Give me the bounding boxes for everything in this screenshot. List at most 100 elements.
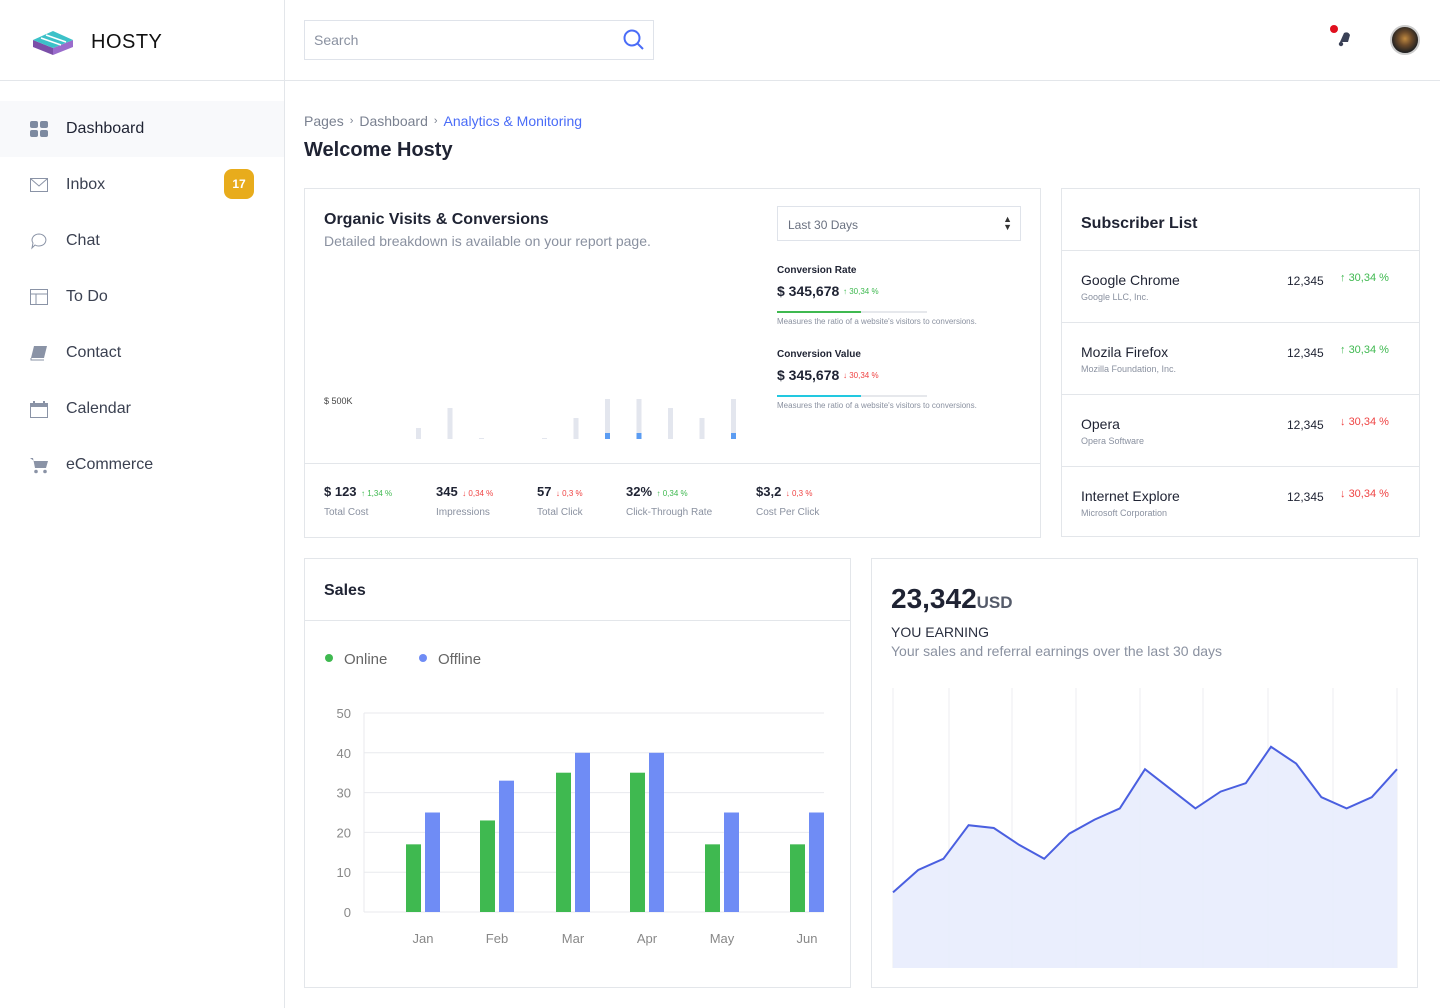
subscriber-row[interactable]: Opera Opera Software 12,345 ↓ 30,34 % (1062, 394, 1419, 466)
metric-description: Measures the ratio of a website's visito… (777, 317, 977, 326)
bar-total (699, 418, 705, 439)
stat-value: 57 (537, 484, 552, 499)
subscriber-company: Opera Software (1081, 436, 1145, 446)
sales-card: Sales Online Offline 0 10 20 30 40 50 Jan Feb Mar A… (304, 558, 851, 988)
sidebar-item-label: Dashboard (66, 120, 145, 137)
earning-card: 23,342USD YOU EARNING Your sales and ref… (871, 558, 1418, 988)
subscriber-change: ↑ 30,34 % (1340, 344, 1389, 356)
bar-value (636, 433, 642, 439)
sidebar-item-dashboard[interactable]: Dashboard (0, 101, 284, 157)
stat-change: ↓ 0,34 % (462, 489, 494, 498)
logo-icon (33, 31, 73, 55)
sidebar-item-label: Chat (66, 232, 100, 249)
stat-change: ↓ 0,3 % (555, 489, 583, 498)
legend-label: Offline (438, 651, 481, 668)
earning-label: YOU EARNING (891, 624, 990, 640)
y-tick-label: 20 (337, 825, 351, 840)
sidebar: HOSTY Dashboard Inbox 17 Chat To Do Cont… (0, 0, 285, 1008)
stat-change: ↓ 0,3 % (785, 489, 813, 498)
subscriber-name: Mozila Firefox (1081, 344, 1169, 360)
bar-offline (499, 780, 514, 912)
subscriber-company: Mozilla Foundation, Inc. (1081, 364, 1177, 374)
page-title: Welcome Hosty (304, 139, 453, 161)
arrow-down-icon: ↓ (555, 489, 563, 498)
bar-total (447, 408, 453, 439)
sidebar-item-calendar[interactable]: Calendar (0, 381, 284, 437)
search-icon[interactable] (623, 29, 645, 51)
sidebar-item-ecommerce[interactable]: eCommerce (0, 437, 284, 493)
x-tick-label: Mar (562, 931, 585, 946)
arrow-up-icon: ↑ (656, 489, 663, 498)
stat-item: $ 123 ↑ 1,34 % Total Cost (324, 483, 392, 518)
sidebar-item-to-do[interactable]: To Do (0, 269, 284, 325)
breadcrumb-dashboard[interactable]: Dashboard (359, 113, 428, 129)
subscriber-row[interactable]: Google Chrome Google LLC, Inc. 12,345 ↑ … (1062, 250, 1419, 322)
arrow-down-icon: ↓ (462, 489, 469, 498)
subscriber-change: ↑ 30,34 % (1340, 272, 1389, 284)
date-range-select[interactable]: Last 30 Days ▲ ▼ (777, 206, 1021, 241)
legend-marker (325, 654, 333, 662)
bar-offline (809, 812, 824, 912)
stat-value: 32% (626, 484, 653, 499)
bar-total (636, 399, 642, 439)
x-tick-label: Apr (637, 931, 658, 946)
avatar[interactable] (1390, 25, 1420, 55)
legend-label: Online (344, 651, 387, 668)
bar-offline (425, 812, 440, 912)
bell-icon[interactable] (1336, 30, 1354, 48)
bar-total (668, 408, 673, 439)
layout-icon (30, 288, 48, 306)
stat-change: ↑ 1,34 % (361, 489, 393, 498)
x-tick-label: May (710, 931, 735, 946)
subscriber-row[interactable]: Internet Explore Microsoft Corporation 1… (1062, 466, 1419, 538)
sidebar-item-inbox[interactable]: Inbox 17 (0, 157, 284, 213)
arrow-down-icon: ↓ (843, 371, 850, 380)
bar-offline (724, 812, 739, 912)
sidebar-item-label: Contact (66, 344, 122, 361)
subscriber-name: Google Chrome (1081, 272, 1180, 288)
notification-dot (1330, 25, 1338, 33)
sidebar-item-label: Calendar (66, 400, 131, 417)
arrow-down-icon: ↓ (1340, 488, 1349, 500)
earning-line (892, 745, 1398, 894)
arrow-down-icon: ↓ (785, 489, 792, 498)
metric-change: ↓ 30,34 % (843, 371, 879, 380)
book-icon (30, 344, 48, 362)
inbox-count-badge: 17 (224, 169, 254, 199)
sidebar-item-chat[interactable]: Chat (0, 213, 284, 269)
y-tick-label: $ 300K (324, 438, 353, 439)
subscriber-change: ↓ 30,34 % (1340, 488, 1389, 500)
breadcrumb-pages[interactable]: Pages (304, 113, 344, 129)
chat-icon (30, 232, 48, 250)
stat-label: Total Click (537, 507, 583, 518)
x-tick-label: Jan (413, 931, 434, 946)
stat-label: Impressions (436, 507, 490, 518)
bar-offline (575, 752, 590, 912)
bar-value (731, 433, 736, 439)
earning-area-chart (892, 688, 1398, 968)
area-fill (893, 746, 1397, 968)
bar-total (731, 399, 736, 439)
sales-bar-chart: Online Offline 0 10 20 30 40 50 Jan Feb Mar Apr May J… (325, 651, 824, 946)
bar-total (479, 438, 484, 439)
stat-value: 345 (436, 484, 458, 499)
subscriber-company: Google LLC, Inc. (1081, 292, 1149, 302)
stat-item: 345 ↓ 0,34 % Impressions (436, 483, 493, 518)
calendar-icon (30, 400, 48, 418)
subscriber-company: Microsoft Corporation (1081, 508, 1168, 518)
bar-online (630, 772, 645, 912)
x-tick-label: Jun (797, 931, 818, 946)
stat-value: $ 123 (324, 484, 357, 499)
subscriber-list-card: Subscriber List Google Chrome Google LLC… (1061, 188, 1420, 537)
divider (305, 463, 1040, 464)
subscriber-row[interactable]: Mozila Firefox Mozilla Foundation, Inc. … (1062, 322, 1419, 394)
subscriber-change: ↓ 30,34 % (1340, 416, 1389, 428)
bar-value (605, 433, 610, 439)
bar-total (416, 428, 421, 439)
breadcrumb-current: Analytics & Monitoring (443, 113, 583, 129)
y-tick-label: 40 (337, 746, 351, 761)
sidebar-item-contact[interactable]: Contact (0, 325, 284, 381)
search-input[interactable]: Search (304, 20, 654, 60)
stat-label: Cost Per Click (756, 507, 820, 518)
sidebar-item-label: To Do (66, 288, 108, 305)
